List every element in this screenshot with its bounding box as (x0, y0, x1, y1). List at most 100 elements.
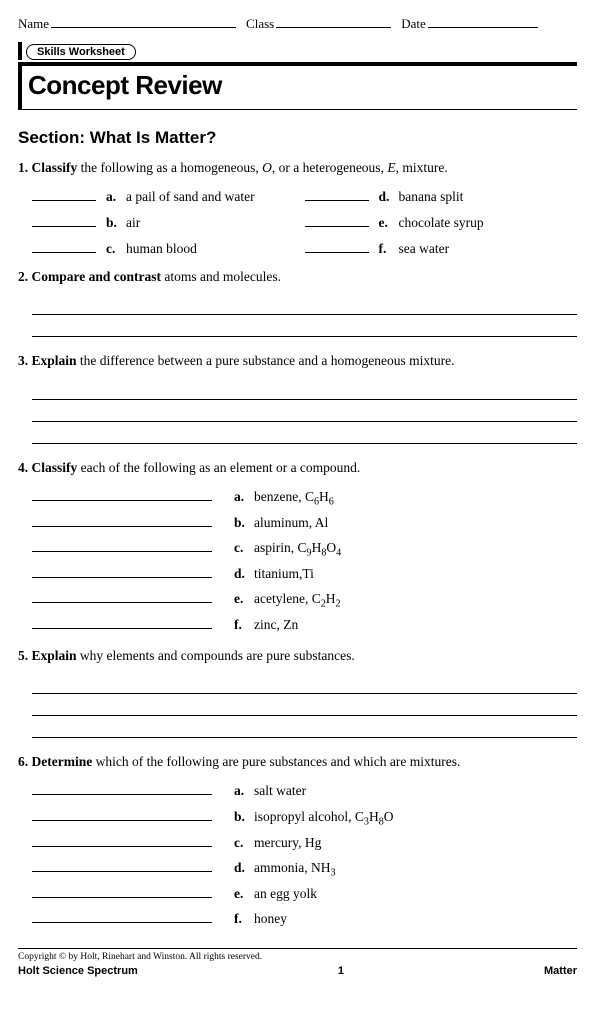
footer-row: Holt Science Spectrum 1 Matter (18, 965, 577, 977)
footer-center: 1 (338, 965, 344, 977)
q1-o: O (262, 160, 272, 175)
answer-blank[interactable] (32, 514, 212, 527)
opt-letter: a. (106, 184, 120, 210)
answer-blank[interactable] (32, 488, 212, 501)
q6-options: a.salt water b.isopropyl alcohol, C3H8O … (18, 778, 577, 932)
opt-letter: d. (234, 561, 248, 587)
q5-num: 5. (18, 648, 28, 663)
q6-rest: which of the following are pure substanc… (92, 754, 460, 769)
q6-opt-d: d.ammonia, NH3 (32, 855, 577, 881)
answer-blank[interactable] (32, 188, 96, 201)
opt-text: acetylene, C2H2 (254, 586, 341, 612)
write-line[interactable] (32, 378, 577, 400)
date-blank[interactable] (428, 14, 538, 28)
q1-options: a.a pail of sand and water d.banana spli… (18, 184, 577, 261)
write-line[interactable] (32, 672, 577, 694)
q4-num: 4. (18, 460, 28, 475)
opt-letter: e. (234, 881, 248, 907)
answer-blank[interactable] (32, 834, 212, 847)
q5-rest: why elements and compounds are pure subs… (77, 648, 355, 663)
answer-blank[interactable] (32, 539, 212, 552)
write-line[interactable] (32, 315, 577, 337)
copyright: Copyright © by Holt, Rinehart and Winsto… (18, 952, 577, 962)
opt-text: honey (254, 906, 287, 932)
question-3: 3. Explain the difference between a pure… (18, 351, 577, 371)
q4-opt-d: d.titanium,Ti (32, 561, 577, 587)
q2-lines[interactable] (18, 293, 577, 337)
answer-blank[interactable] (32, 214, 96, 227)
answer-blank[interactable] (32, 565, 212, 578)
opt-text: isopropyl alcohol, C3H8O (254, 804, 394, 830)
answer-blank[interactable] (32, 808, 212, 821)
answer-blank[interactable] (305, 214, 369, 227)
q1-opt-c: c.human blood (32, 236, 305, 262)
answer-blank[interactable] (32, 782, 212, 795)
opt-letter: b. (234, 510, 248, 536)
answer-blank[interactable] (32, 240, 96, 253)
worksheet-page: Name Class Date Skills Worksheet Concept… (0, 0, 595, 989)
name-blank[interactable] (51, 14, 236, 28)
answer-blank[interactable] (32, 590, 212, 603)
q4-options: a.benzene, C6H6 b.aluminum, Al c.aspirin… (18, 484, 577, 638)
write-line[interactable] (32, 716, 577, 738)
opt-letter: d. (234, 855, 248, 881)
write-line[interactable] (32, 293, 577, 315)
section-title: Section: What Is Matter? (18, 128, 577, 148)
name-label: Name (18, 16, 49, 32)
q5-verb: Explain (32, 648, 77, 663)
q6-verb: Determine (32, 754, 93, 769)
q2-verb: Compare and contrast (32, 269, 162, 284)
q1-opt-b: b.air (32, 210, 305, 236)
opt-letter: f. (234, 906, 248, 932)
opt-letter: c. (234, 535, 248, 561)
q4-rest: each of the following as an element or a… (77, 460, 360, 475)
q4-opt-c: c.aspirin, C9H8O4 (32, 535, 577, 561)
opt-letter: e. (234, 586, 248, 612)
opt-text: ammonia, NH3 (254, 855, 336, 881)
opt-text: aspirin, C9H8O4 (254, 535, 341, 561)
answer-blank[interactable] (305, 188, 369, 201)
q3-rest: the difference between a pure substance … (77, 353, 455, 368)
opt-text: chocolate syrup (399, 210, 484, 236)
question-4: 4. Classify each of the following as an … (18, 458, 577, 478)
opt-text: salt water (254, 778, 306, 804)
footer-rule (18, 948, 577, 949)
question-1: 1. Classify the following as a homogeneo… (18, 158, 577, 178)
q3-verb: Explain (32, 353, 77, 368)
q6-num: 6. (18, 754, 28, 769)
q1-text-b: , or a heterogeneous, (272, 160, 387, 175)
skills-badge: Skills Worksheet (26, 44, 136, 60)
class-blank[interactable] (276, 14, 391, 28)
answer-blank[interactable] (32, 616, 212, 629)
opt-letter: b. (106, 210, 120, 236)
write-line[interactable] (32, 694, 577, 716)
q4-opt-a: a.benzene, C6H6 (32, 484, 577, 510)
q6-opt-a: a.salt water (32, 778, 577, 804)
write-line[interactable] (32, 422, 577, 444)
answer-blank[interactable] (32, 885, 212, 898)
opt-letter: c. (106, 236, 120, 262)
q1-text-c: , mixture. (396, 160, 448, 175)
q3-lines[interactable] (18, 378, 577, 444)
q2-num: 2. (18, 269, 28, 284)
answer-blank[interactable] (305, 240, 369, 253)
title-rule (18, 109, 577, 110)
q1-e: E (387, 160, 395, 175)
opt-text: sea water (399, 236, 450, 262)
q5-lines[interactable] (18, 672, 577, 738)
opt-letter: d. (379, 184, 393, 210)
opt-text: titanium,Ti (254, 561, 314, 587)
q1-num: 1. (18, 160, 28, 175)
opt-letter: f. (379, 236, 393, 262)
write-line[interactable] (32, 400, 577, 422)
q6-opt-b: b.isopropyl alcohol, C3H8O (32, 804, 577, 830)
answer-blank[interactable] (32, 859, 212, 872)
q4-opt-b: b.aluminum, Al (32, 510, 577, 536)
opt-text: aluminum, Al (254, 510, 328, 536)
answer-blank[interactable] (32, 910, 212, 923)
question-2: 2. Compare and contrast atoms and molecu… (18, 267, 577, 287)
opt-letter: f. (234, 612, 248, 638)
opt-letter: e. (379, 210, 393, 236)
q2-rest: atoms and molecules. (161, 269, 281, 284)
main-title: Concept Review (28, 70, 577, 101)
